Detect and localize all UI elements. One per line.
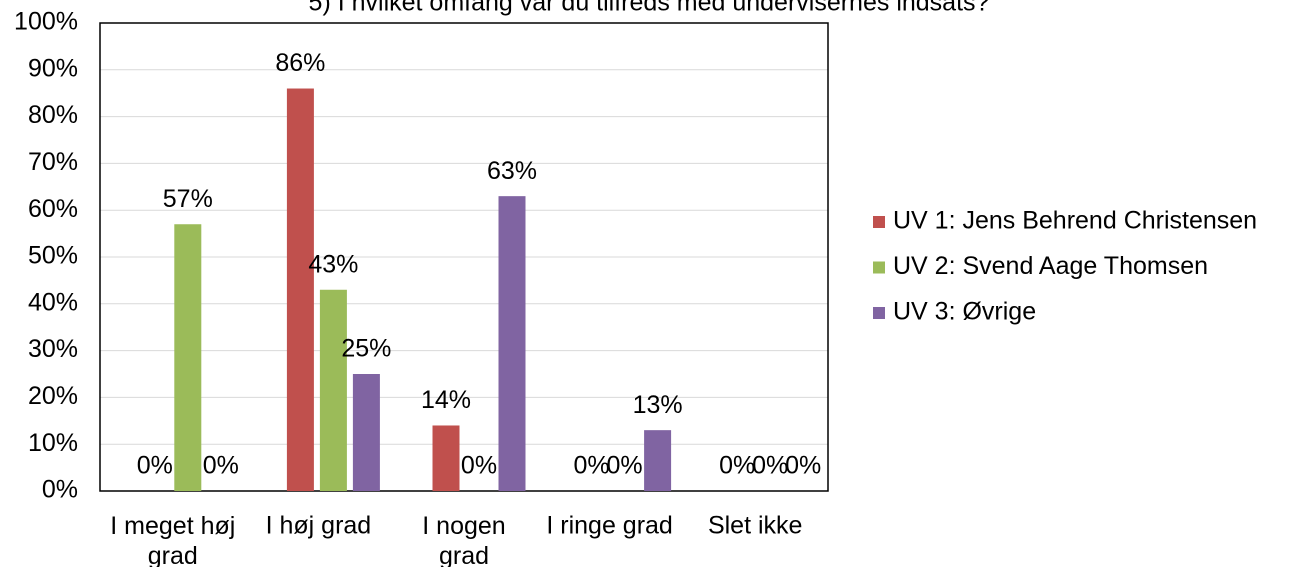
legend-label: UV 2: Svend Aage Thomsen <box>893 252 1208 280</box>
y-tick-label: 70% <box>28 148 78 176</box>
bar <box>319 289 347 491</box>
data-label: 0% <box>461 452 497 480</box>
y-tick-label: 50% <box>28 242 78 270</box>
data-label: 0% <box>785 452 821 480</box>
bar <box>286 88 314 492</box>
data-label: 13% <box>633 391 683 419</box>
data-label: 0% <box>719 452 755 480</box>
y-tick-label: 20% <box>28 382 78 410</box>
data-label: 0% <box>137 452 173 480</box>
legend-label: UV 1: Jens Behrend Christensen <box>893 207 1257 235</box>
legend-swatch <box>873 261 885 274</box>
y-tick-label: 0% <box>42 476 78 504</box>
data-label: 86% <box>275 49 325 77</box>
data-label: 63% <box>487 157 537 185</box>
y-tick-label: 100% <box>14 8 78 36</box>
y-tick-label: 80% <box>28 101 78 129</box>
data-label: 14% <box>421 386 471 414</box>
data-label: 0% <box>752 452 788 480</box>
y-tick-label: 60% <box>28 195 78 223</box>
x-tick-label: I nogen grad <box>422 512 505 567</box>
bar <box>498 196 526 491</box>
data-label: 43% <box>308 250 358 278</box>
x-tick-label: I ringe grad <box>546 512 672 540</box>
y-tick-label: 90% <box>28 54 78 82</box>
bar <box>644 430 672 491</box>
bar <box>432 425 460 491</box>
legend-swatch <box>873 216 885 228</box>
data-label: 0% <box>574 452 610 480</box>
legend-swatch <box>873 307 885 319</box>
x-tick-label: Slet ikke <box>708 512 802 540</box>
bar <box>352 374 380 491</box>
bar <box>174 224 202 492</box>
data-label: 0% <box>607 452 643 480</box>
data-label: 57% <box>163 185 213 213</box>
legend-label: UV 3: Øvrige <box>893 298 1036 326</box>
y-tick-label: 30% <box>28 335 78 363</box>
data-label: 0% <box>203 452 239 480</box>
chart-title: 5) I hvilket omfang var du tilfreds med … <box>309 0 990 17</box>
y-tick-label: 40% <box>28 288 78 316</box>
x-tick-label: I høj grad <box>266 512 372 540</box>
data-label: 25% <box>341 335 391 363</box>
plot-border <box>99 22 829 492</box>
y-tick-label: 10% <box>28 429 78 457</box>
x-tick-label: I meget høj grad <box>110 512 235 567</box>
